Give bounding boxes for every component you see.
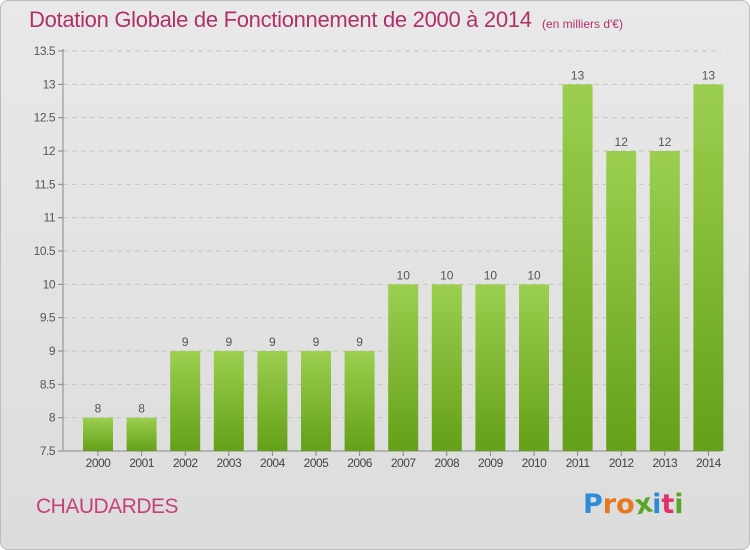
logo-letter: i [674, 489, 684, 520]
bar-2013 [649, 151, 680, 451]
y-tick-label: 11 [44, 211, 56, 225]
y-tick-label: 10.5 [34, 244, 56, 258]
logo-letter: r [602, 489, 617, 520]
data-label-2003: 9 [225, 335, 232, 349]
x-tick-label-2004: 2004 [260, 456, 286, 470]
bar-2014 [693, 84, 724, 451]
y-tick-label: 7.5 [40, 444, 56, 458]
data-label-2000: 8 [95, 402, 102, 416]
data-label-2004: 9 [269, 335, 276, 349]
bar-2008 [431, 284, 462, 451]
x-tick-label-2001: 2001 [129, 456, 155, 470]
chart-title: Dotation Globale de Fonctionnement de 20… [29, 7, 532, 32]
bar-2009 [475, 284, 506, 451]
y-tick-label: 9.5 [40, 311, 56, 325]
bar-2003 [213, 351, 244, 451]
bar-2012 [606, 151, 637, 451]
data-label-2006: 9 [356, 335, 363, 349]
logo-letter: i [652, 489, 662, 520]
bar-2010 [519, 284, 549, 451]
y-tick-label: 8 [49, 411, 56, 425]
y-tick-label: 13.5 [34, 44, 56, 58]
y-tick-label: 8.5 [40, 377, 56, 391]
y-tick-label: 12 [43, 144, 56, 158]
data-label-2002: 9 [182, 335, 189, 349]
bar-2001 [126, 417, 157, 451]
chart-units: (en milliers d'€) [542, 17, 623, 31]
proxiti-logo[interactable]: Proxiti [583, 488, 684, 522]
x-tick-label-2002: 2002 [173, 456, 199, 470]
logo-letter: o [616, 489, 635, 520]
x-tick-label-2013: 2013 [652, 456, 678, 470]
data-label-2009: 10 [484, 268, 498, 282]
x-tick-label-2009: 2009 [478, 456, 504, 470]
bar-2011 [562, 84, 593, 451]
data-label-2005: 9 [313, 335, 320, 349]
y-tick-label: 12.5 [34, 111, 56, 125]
bar-2007 [388, 284, 419, 451]
bar-2005 [301, 351, 331, 451]
x-tick-label-2000: 2000 [86, 456, 112, 470]
data-label-2010: 10 [527, 268, 541, 282]
x-tick-label-2010: 2010 [522, 456, 548, 470]
data-label-2012: 12 [615, 135, 629, 149]
y-tick-label: 10 [43, 277, 56, 291]
x-tick-label-2008: 2008 [434, 456, 460, 470]
x-tick-label-2007: 2007 [391, 456, 417, 470]
y-tick-label: 11.5 [35, 177, 56, 191]
logo-letter: t [661, 489, 675, 520]
x-tick-label-2011: 2011 [566, 456, 591, 470]
y-tick-label: 9 [49, 344, 56, 358]
x-tick-label-2005: 2005 [304, 456, 330, 470]
data-labels: 8 8 9 9 9 9 9 10 10 10 10 13 12 12 13 [95, 68, 716, 415]
bars [83, 84, 724, 451]
data-label-2007: 10 [397, 268, 411, 282]
bar-2004 [257, 351, 288, 451]
data-label-2001: 8 [138, 402, 145, 416]
data-label-2013: 12 [658, 135, 672, 149]
data-label-2008: 10 [440, 268, 454, 282]
x-tick-label-2003: 2003 [216, 456, 242, 470]
bar-2000 [83, 417, 113, 451]
x-tick-label-2012: 2012 [609, 456, 635, 470]
bar-2002 [170, 351, 201, 451]
x-tick-label-2014: 2014 [696, 456, 722, 470]
data-label-2014: 13 [702, 68, 716, 82]
commune-name: CHAUDARDES [36, 495, 179, 518]
data-label-2011: 13 [571, 68, 585, 82]
x-tick-label-2006: 2006 [347, 456, 373, 470]
bar-2006 [344, 351, 375, 451]
logo-letter: P [583, 489, 603, 520]
y-tick-label: 13 [43, 77, 56, 91]
